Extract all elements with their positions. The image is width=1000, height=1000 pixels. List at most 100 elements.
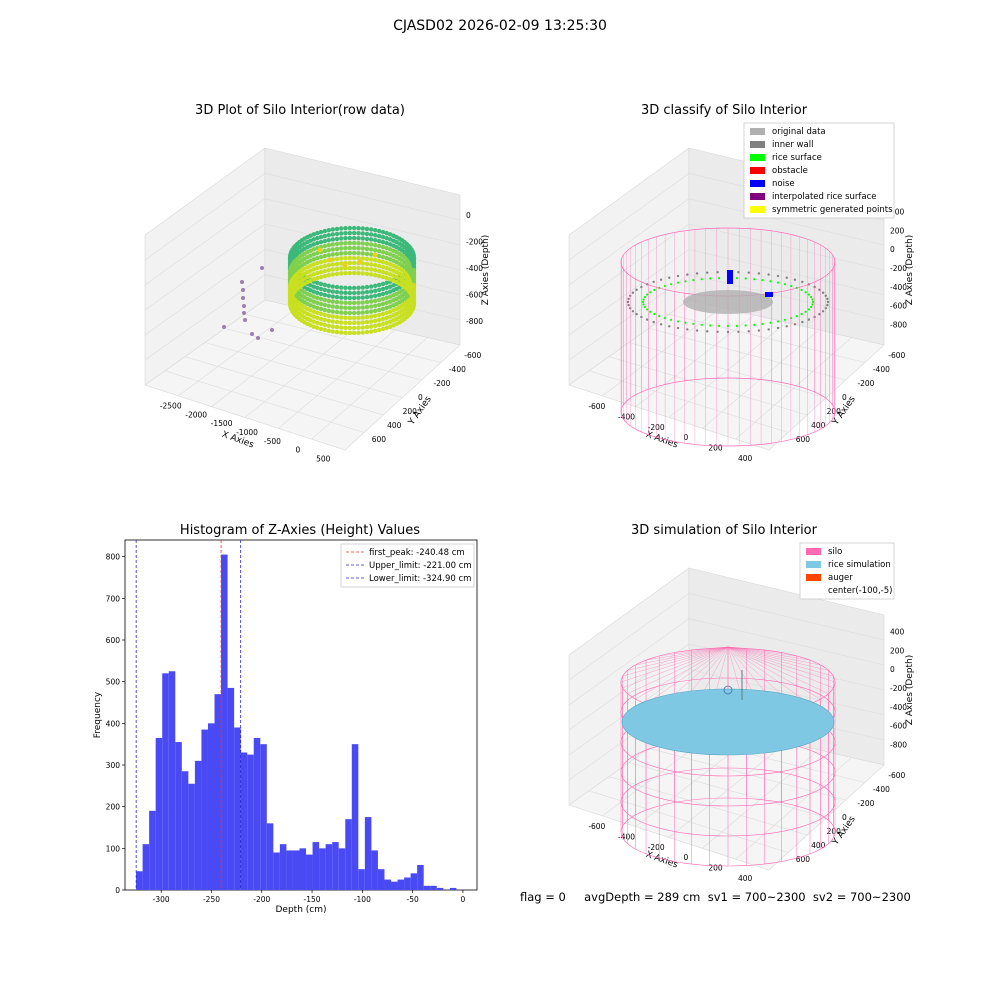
panel1-point xyxy=(326,237,331,243)
panel1-point xyxy=(373,283,378,289)
panel4-legend-label: silo xyxy=(828,547,842,557)
panel1-point xyxy=(326,293,331,299)
panel1-point xyxy=(339,246,344,251)
panel2-point xyxy=(793,278,797,281)
panel1-point xyxy=(330,232,336,237)
panel1-point xyxy=(347,270,353,276)
panel2-point xyxy=(658,315,661,318)
panel1-point xyxy=(343,310,348,316)
panel4-silo-roof xyxy=(727,646,821,666)
panel1-point xyxy=(318,239,324,245)
panel4-ytick-label: -400 xyxy=(873,785,890,794)
panel1-point xyxy=(311,232,317,237)
panel2-point xyxy=(807,308,810,311)
panel1-point xyxy=(356,235,361,241)
panel1-point xyxy=(339,236,344,241)
panel2-legend-label: inner wall xyxy=(772,140,813,150)
panel2-point xyxy=(785,276,788,279)
panel2-title: 3D classify of Silo Interior xyxy=(640,103,808,118)
panel1-point xyxy=(315,305,320,311)
panel1-grid-left xyxy=(144,198,266,286)
panel2-point xyxy=(641,300,645,304)
panel1-point xyxy=(322,243,328,249)
panel1-point xyxy=(411,278,417,284)
panel1-point xyxy=(347,225,353,231)
panel1-point xyxy=(360,241,365,246)
panel1-point xyxy=(322,287,328,293)
panel4-silo-roof xyxy=(635,646,729,700)
histogram-bar xyxy=(142,844,150,890)
panel2-point xyxy=(776,274,780,278)
panel1-point xyxy=(384,320,389,326)
panel1-point xyxy=(326,318,331,324)
panel1-point xyxy=(368,329,374,334)
panel4-silo-roof xyxy=(627,646,729,694)
panel2-point xyxy=(659,323,663,326)
panel1-point xyxy=(315,260,320,266)
panel1-point xyxy=(380,306,386,312)
panel1-point xyxy=(339,226,344,231)
panel1-point xyxy=(339,325,344,330)
panel1-point xyxy=(308,268,313,273)
panel1-point xyxy=(360,305,365,310)
panel1-point xyxy=(222,325,226,329)
panel1-point xyxy=(243,318,247,322)
panel1-point xyxy=(376,287,382,293)
panel1-point xyxy=(311,294,317,299)
panel1-point xyxy=(351,310,357,316)
panel1-point xyxy=(391,283,396,288)
histogram-ytick-label: 200 xyxy=(106,803,121,812)
panel2-point xyxy=(793,323,797,326)
panel1-point xyxy=(308,253,313,258)
panel2-ztick-label: -200 xyxy=(890,264,907,273)
panel2-point xyxy=(649,310,652,313)
panel2-point xyxy=(800,312,803,316)
panel1-point xyxy=(411,268,417,274)
panel1-point xyxy=(364,329,370,335)
panel2-points xyxy=(620,227,836,447)
panel1-point xyxy=(391,323,396,328)
histogram-xtick-label: 0 xyxy=(461,895,466,904)
panel1-point xyxy=(318,301,324,307)
panel1-point xyxy=(380,321,386,327)
panel1-point xyxy=(343,240,348,246)
panel1-xtick-label: -1500 xyxy=(211,419,233,428)
panel2-point xyxy=(663,316,666,320)
panel1-point xyxy=(330,247,336,252)
panel1-point xyxy=(360,285,365,290)
panel1-point xyxy=(376,307,382,313)
panel1-point xyxy=(339,305,344,310)
panel1-point xyxy=(368,227,374,232)
panel1-point xyxy=(343,285,348,291)
panel1-point xyxy=(315,230,320,236)
panel4-silo-roof xyxy=(727,646,834,677)
panel2-point xyxy=(652,320,655,324)
histogram-bar xyxy=(214,694,222,890)
panel2-point xyxy=(670,318,673,321)
panel4-silo-roof xyxy=(727,646,797,657)
panel1-point xyxy=(356,285,361,291)
panel2-point xyxy=(706,271,709,274)
panel2-point xyxy=(653,312,656,316)
panel4-silo-roof xyxy=(659,646,729,657)
panel4-ytick-label: 200 xyxy=(827,827,842,836)
panel1-point xyxy=(380,316,386,322)
panel1-point xyxy=(327,257,333,263)
panel1-ytick-label: -400 xyxy=(449,365,466,374)
panel1-point xyxy=(380,281,386,287)
panel4-silo-roof xyxy=(622,646,729,689)
panel2-point xyxy=(744,277,747,280)
panel1-point xyxy=(384,270,389,276)
panel1-point xyxy=(334,324,340,330)
panel1-point xyxy=(318,274,324,280)
panel4-silo-ring xyxy=(620,767,836,837)
panel1-ztick-label: 0 xyxy=(466,211,471,220)
panel1-point xyxy=(356,230,361,236)
histogram-bar xyxy=(436,887,444,890)
panel2-point xyxy=(646,308,649,311)
panel1-point xyxy=(356,245,361,251)
panel2-legend-swatch xyxy=(750,180,765,187)
panel1-point xyxy=(326,272,331,278)
panel1-point xyxy=(330,227,336,232)
panel1-point xyxy=(368,237,374,242)
